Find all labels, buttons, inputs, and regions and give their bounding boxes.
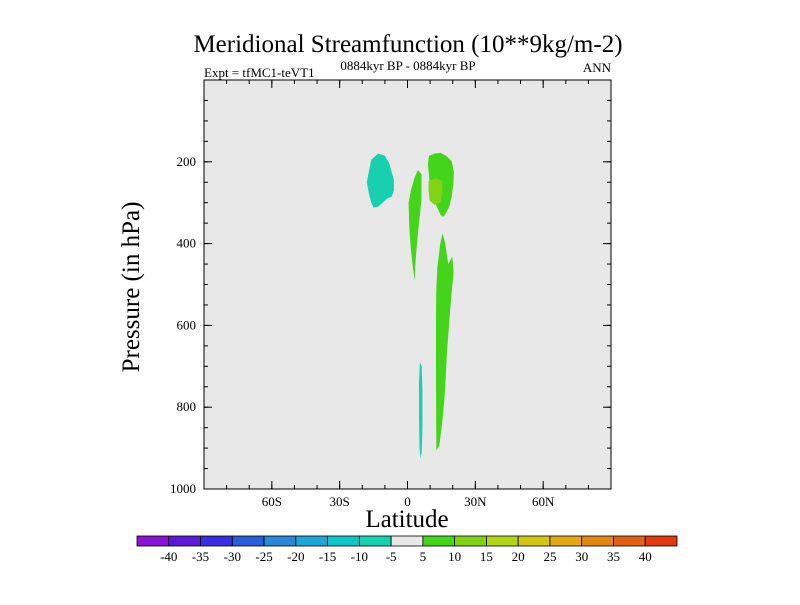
colorbar-box: [327, 535, 360, 547]
x-axis-label: Latitude: [365, 506, 448, 533]
season-label: ANN: [583, 60, 612, 75]
colorbar-box: [644, 535, 678, 547]
contour-negative-cell-lower: [419, 362, 423, 459]
x-tick-label: 30S: [330, 494, 350, 509]
colorbar-label: 25: [543, 549, 556, 564]
colorbar-box: [422, 535, 456, 547]
contour-positive-core-upper-right: [428, 178, 443, 205]
contour-negative-cell-upper: [366, 153, 394, 208]
colorbar-label: 30: [575, 549, 588, 564]
plot-layer: 60S 30S 0 30N 60N 200 400 600 800 1000: [170, 79, 612, 509]
colorbar-label: -20: [287, 549, 304, 564]
colorbar-label: -10: [351, 549, 368, 564]
colorbar-label: 20: [512, 549, 525, 564]
colorbar-box: [581, 535, 614, 547]
colorbar-label: 10: [448, 549, 461, 564]
chart-subtitle: 0884kyr BP - 0884kyr BP: [340, 58, 475, 73]
experiment-label: Expt = tfMC1-teVT1: [204, 65, 315, 80]
colorbar-label: 40: [639, 549, 652, 564]
y-tick-label: 600: [177, 317, 197, 332]
y-tick-label: 200: [177, 154, 197, 169]
contour-positive-cell-lower-right: [436, 233, 454, 451]
x-tick-label: 60S: [262, 494, 282, 509]
colorbar-label: -15: [319, 549, 336, 564]
colorbar-label: 5: [420, 549, 427, 564]
colorbar-box: [358, 535, 392, 547]
colorbar-label: -25: [255, 549, 272, 564]
colorbar-label: -5: [386, 549, 397, 564]
colorbar-box: [390, 535, 424, 547]
y-tick-label: 1000: [170, 481, 196, 496]
contour-positive-cell-left: [408, 170, 422, 281]
plot-background: [204, 80, 611, 489]
colorbar-label: -35: [192, 549, 209, 564]
colorbar-box: [486, 535, 519, 547]
colorbar-box: [263, 535, 297, 547]
colorbar-box: [168, 535, 201, 547]
x-tick-label: 60N: [532, 494, 555, 509]
y-tick-label: 400: [177, 236, 197, 251]
y-tick-label: 800: [177, 399, 197, 414]
colorbar-label: 35: [607, 549, 620, 564]
colorbar-box: [613, 535, 646, 547]
colorbar: -40 -35 -30 -25 -20 -15 -10 -5 5 10 15 20 25 30 35 40: [136, 535, 678, 564]
colorbar-label: -40: [160, 549, 177, 564]
x-tick-label: 30N: [464, 494, 487, 509]
colorbar-box: [295, 535, 328, 547]
chart-title: Meridional Streamfunction (10**9kg/m-2): [193, 31, 622, 58]
x-tick-label: 0: [404, 494, 411, 509]
colorbar-box: [549, 535, 583, 547]
colorbar-box: [200, 535, 233, 547]
colorbar-box: [517, 535, 551, 547]
colorbar-label: 15: [480, 549, 493, 564]
colorbar-box: [136, 535, 170, 547]
colorbar-label: -30: [224, 549, 241, 564]
colorbar-box: [454, 535, 487, 547]
plot-frame: [203, 79, 612, 490]
colorbar-box: [231, 535, 265, 547]
y-axis-label: Pressure (in hPa): [118, 202, 145, 373]
